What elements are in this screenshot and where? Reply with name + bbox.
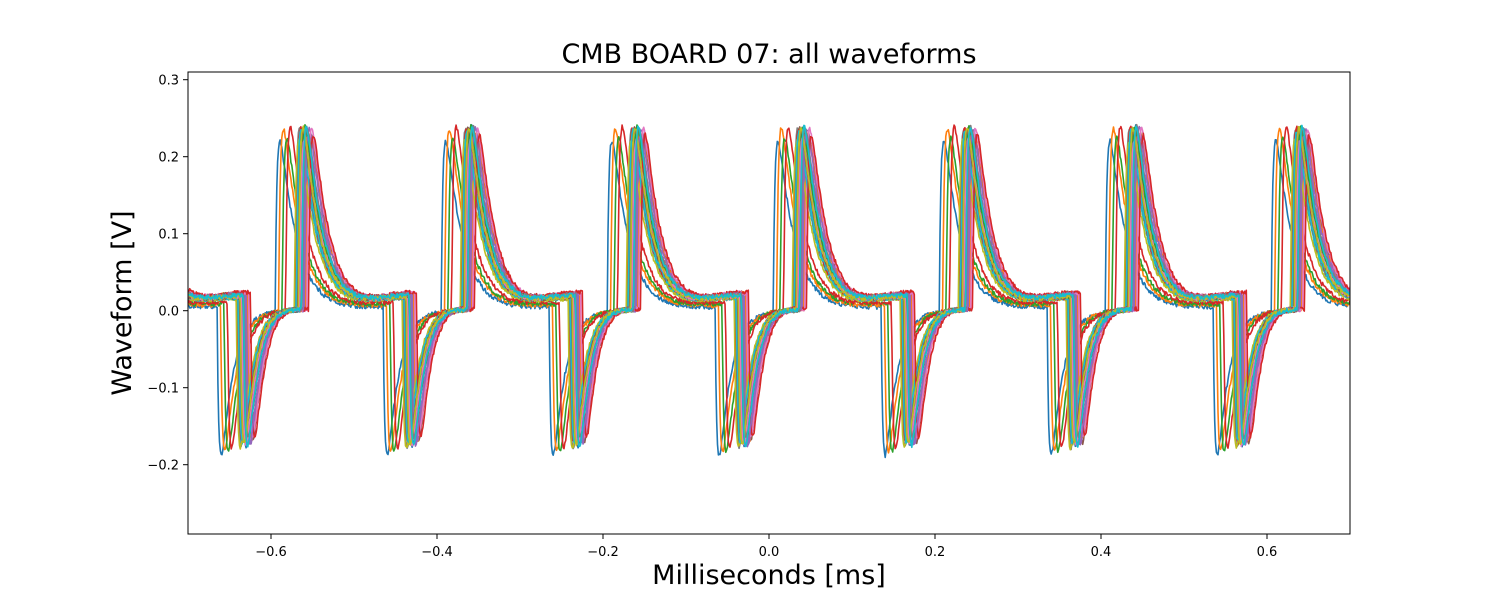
x-tick-label: 0.6 xyxy=(1257,545,1278,560)
y-axis-title: Waveform [V] xyxy=(107,210,138,395)
x-tick-label: −0.4 xyxy=(421,545,453,560)
x-tick-label: 0.4 xyxy=(1091,545,1112,560)
waveform-trace xyxy=(188,126,1350,439)
traces-group xyxy=(188,123,1350,459)
chart-title: CMB BOARD 07: all waveforms xyxy=(561,39,976,70)
waveform-trace xyxy=(188,123,1350,440)
y-tick-label: 0.0 xyxy=(158,305,179,320)
x-tick-label: 0.2 xyxy=(925,545,946,560)
y-tick-label: −0.2 xyxy=(147,459,179,474)
waveform-trace xyxy=(188,124,1350,449)
x-axis-title: Milliseconds [ms] xyxy=(652,560,886,591)
y-tick-label: −0.1 xyxy=(147,382,179,397)
x-tick-label: −0.2 xyxy=(587,545,619,560)
x-axis: −0.6 −0.4 −0.2 0.0 0.2 0.4 0.6 xyxy=(255,534,1277,560)
y-axis: −0.2 −0.1 0.0 0.1 0.2 0.3 xyxy=(147,74,188,474)
y-tick-label: 0.3 xyxy=(158,74,179,89)
y-tick-label: 0.1 xyxy=(158,228,179,243)
x-tick-label: −0.6 xyxy=(255,545,287,560)
x-tick-label: 0.0 xyxy=(759,545,780,560)
y-tick-label: 0.2 xyxy=(158,151,179,166)
